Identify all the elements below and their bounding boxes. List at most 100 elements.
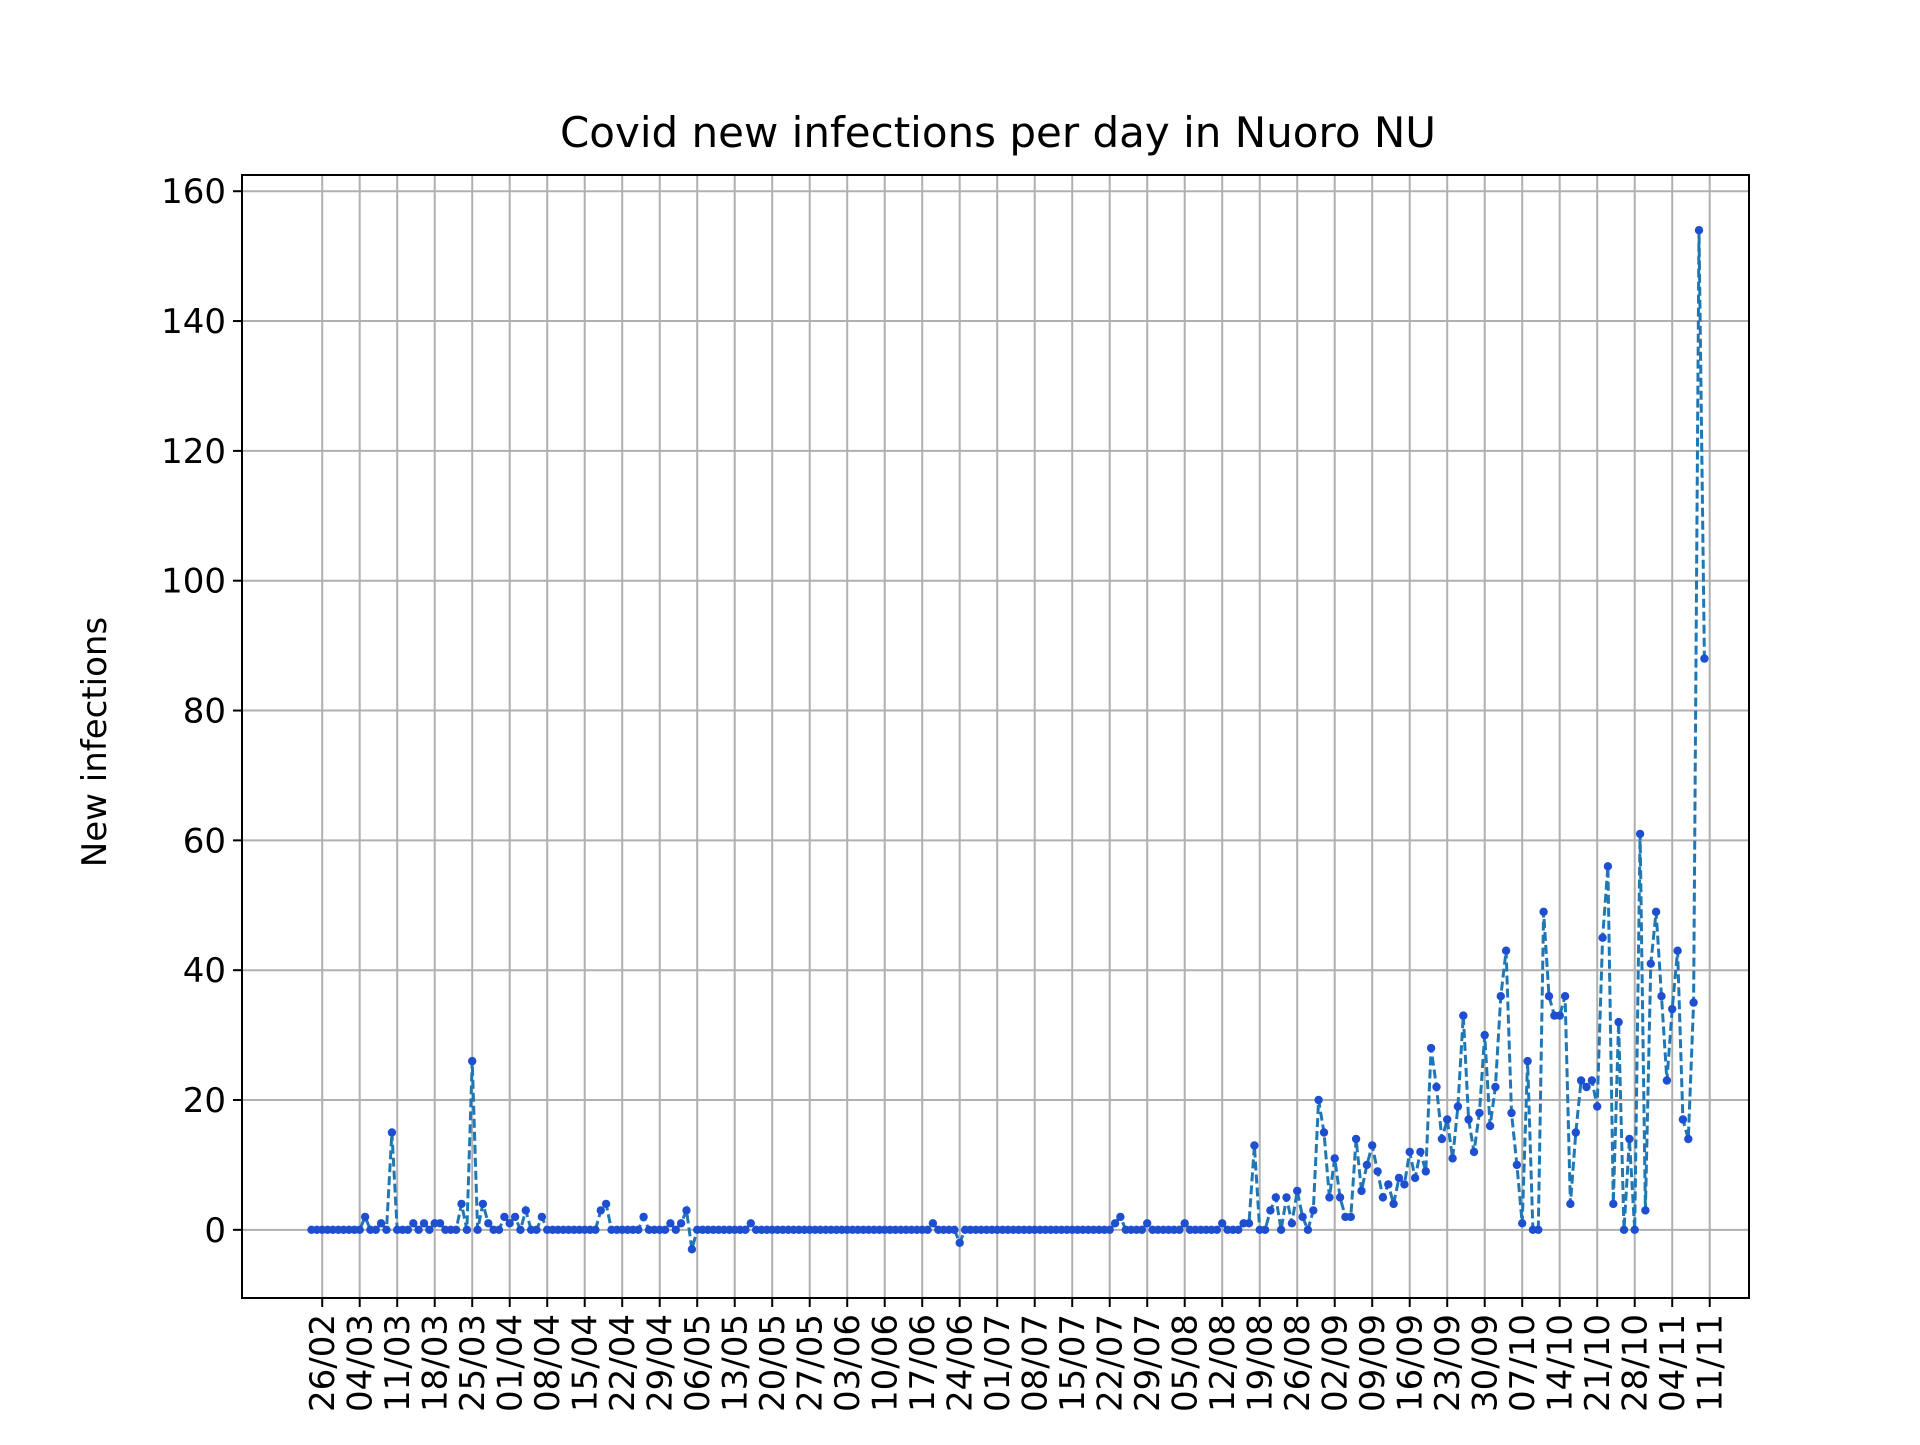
x-tick-label: 24/06 [941,1314,981,1412]
data-point [1244,1219,1254,1228]
data-point [1325,1193,1334,1202]
series-line-layer [311,230,1706,1250]
data-point [1464,1115,1473,1124]
x-tick-label: 26/08 [1278,1314,1318,1412]
data-point [1410,1173,1420,1183]
plot-frame [241,174,1750,1299]
x-tick-label: 08/04 [528,1314,568,1412]
x-tick-label: 22/07 [1091,1314,1131,1412]
data-point [1394,1173,1404,1183]
data-point [1314,1095,1323,1105]
data-point [1539,907,1548,916]
data-point [1571,1128,1581,1137]
x-tick-label: 13/05 [716,1314,756,1412]
x-tick-label: 22/04 [603,1314,643,1412]
x-tick-label: 01/04 [491,1314,531,1412]
data-point [1137,1225,1147,1235]
x-tick-label: 17/06 [903,1314,943,1412]
data-point [473,1225,482,1235]
y-tick-label: 100 [161,562,226,602]
data-point [687,1245,697,1254]
x-tick-label: 11/03 [378,1314,418,1412]
data-point [671,1225,680,1235]
data-point [746,1219,755,1228]
data-point [1389,1199,1398,1209]
data-point [1271,1193,1281,1202]
x-tick-label: 21/10 [1578,1314,1618,1412]
data-point [1668,1004,1677,1014]
data-point [1368,1141,1377,1150]
data-point [382,1225,391,1235]
data-point [500,1212,509,1222]
data-point [484,1219,493,1228]
x-tick-label: 26/02 [303,1314,343,1412]
data-point [1673,946,1682,955]
x-tick-label: 23/09 [1428,1314,1468,1412]
x-tick-label: 14/10 [1541,1314,1581,1412]
x-tick-label: 01/07 [978,1314,1018,1412]
data-point [955,1238,964,1248]
data-point [1544,992,1554,1001]
x-tick-label: 04/11 [1653,1314,1693,1412]
data-point [360,1212,370,1222]
data-point [666,1219,675,1228]
y-tick-label: 20 [183,1081,226,1121]
data-point [1614,1017,1623,1027]
x-tick-label: 11/11 [1691,1314,1731,1412]
series-line [311,230,1706,1250]
data-point [1518,1219,1527,1228]
x-tick-label: 07/10 [1503,1314,1543,1412]
data-point [634,1225,643,1235]
data-point [1448,1154,1457,1163]
data-point [1684,1134,1693,1144]
x-tick-label: 05/08 [1166,1314,1206,1412]
data-point [1384,1180,1393,1189]
y-tick-label: 160 [161,172,226,212]
x-tick-label: 29/04 [641,1314,681,1412]
data-point [923,1225,932,1235]
x-tick-label: 18/03 [416,1314,456,1412]
data-point [532,1225,541,1235]
data-point [1298,1212,1307,1222]
data-point [1250,1141,1259,1150]
data-point [1180,1219,1189,1228]
data-point [1416,1147,1425,1157]
y-tick-label: 60 [183,821,226,861]
y-tick-label: 140 [161,302,226,342]
x-tick-label: 10/06 [866,1314,906,1412]
data-point [1603,862,1613,871]
data-point [1432,1082,1441,1092]
data-point [1635,829,1645,839]
data-point [591,1225,600,1235]
data-point [1689,998,1698,1007]
x-tick-label: 06/05 [678,1314,718,1412]
x-tick-label: 04/03 [341,1314,381,1412]
data-point [1480,1030,1489,1040]
data-point [1485,1121,1495,1131]
y-axis-label: New infections [75,617,115,867]
x-tick-label: 16/09 [1391,1314,1431,1412]
data-point [1534,1225,1543,1235]
data-point [1362,1160,1372,1170]
data-point [371,1225,380,1235]
data-point [596,1206,605,1215]
data-point [468,1056,477,1066]
x-tick-label: 27/05 [791,1314,831,1412]
data-point [1700,654,1709,663]
x-tick-label: 12/08 [1203,1314,1243,1412]
data-point [1459,1011,1468,1020]
data-point [601,1199,611,1209]
data-point [1678,1115,1688,1124]
data-point [1582,1082,1591,1092]
x-tick-label: 30/09 [1466,1314,1506,1412]
data-point [1293,1186,1302,1196]
data-point [1175,1225,1184,1235]
data-point [1143,1219,1152,1228]
y-tick-label: 40 [183,951,226,991]
data-point [1309,1206,1318,1215]
data-point [1491,1082,1500,1092]
data-point [1378,1193,1388,1202]
data-point [409,1219,418,1228]
y-tick-label: 0 [204,1211,226,1251]
